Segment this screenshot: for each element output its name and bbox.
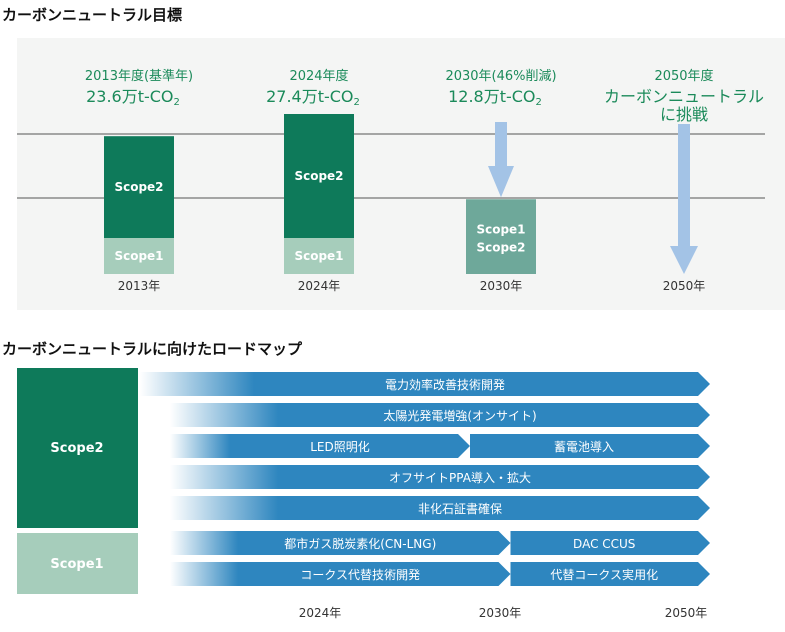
roadmap-bar-8 <box>170 562 511 586</box>
bar-label-scope1-0: Scope1 <box>114 249 163 263</box>
roadmap-x-tick-0: 2024年 <box>299 606 342 620</box>
emission-value-1: 27.4万t-CO2 <box>266 87 360 108</box>
reduction-arrow-2030 <box>488 122 514 198</box>
roadmap-bar-label-0: 電力効率改善技術開発 <box>385 377 505 392</box>
roadmap-section-title: カーボンニュートラルに向けたロードマップ <box>2 340 303 358</box>
roadmap-x-tick-2: 2050年 <box>665 606 708 620</box>
target-heading-line3-3: に挑戦 <box>660 105 708 124</box>
emission-value-0: 23.6万t-CO2 <box>86 87 180 108</box>
roadmap-bar-5 <box>170 496 710 520</box>
bar-combined-2 <box>466 199 536 274</box>
roadmap-bar-label-1: 太陽光発電増強(オンサイト) <box>383 408 536 423</box>
subscript-2: 2 <box>536 97 542 108</box>
roadmap-bar-label-9: 代替コークス実用化 <box>550 567 658 582</box>
roadmap-bar-2 <box>170 434 470 458</box>
year-heading-3: 2050年度 <box>654 68 713 84</box>
goal-section-title: カーボンニュートラル目標 <box>2 6 183 24</box>
goal-chart: 2013年度(基準年) 23.6万t-CO2 2013年 2024年度 27.4万t-C… <box>17 38 785 310</box>
roadmap-bar-1 <box>170 403 710 427</box>
roadmap-bar-label-2: LED照明化 <box>310 440 370 454</box>
roadmap-bar-label-8: コークス代替技術開発 <box>300 568 420 582</box>
roadmap-x-tick-1: 2030年 <box>479 606 522 620</box>
year-heading-1: 2024年度 <box>289 68 348 84</box>
roadmap-bar-0 <box>140 372 710 396</box>
year-heading-2: 2030年(46%削減) <box>445 68 556 84</box>
roadmap-bar-label-7: DAC CCUS <box>573 537 635 551</box>
roadmap-bar-6 <box>170 531 511 555</box>
subscript-0: 2 <box>174 97 180 108</box>
subscript-1: 2 <box>354 97 360 108</box>
x-tick-label-1: 2024年 <box>298 279 341 293</box>
bar-scope2-0 <box>104 136 174 238</box>
bar-scope2-1 <box>284 114 354 238</box>
roadmap-bar-9 <box>510 562 710 586</box>
roadmap-row-label-scope2: Scope2 <box>50 441 103 456</box>
x-tick-label-0: 2013年 <box>118 279 161 293</box>
roadmap-bar-label-5: 非化石証書確保 <box>418 501 502 516</box>
roadmap-bar-3 <box>470 434 710 458</box>
bar-label-combined-a: Scope1 <box>476 222 525 236</box>
roadmap-bar-7 <box>510 531 710 555</box>
roadmap-bar-label-3: 蓄電池導入 <box>554 440 614 454</box>
year-heading-0: 2013年度(基準年) <box>85 68 193 84</box>
roadmap-row-scope2 <box>17 368 138 528</box>
roadmap-bar-label-6: 都市ガス脱炭素化(CN-LNG) <box>284 536 436 551</box>
bar-scope1-1 <box>284 238 354 274</box>
emission-value-2: 12.8万t-CO2 <box>448 87 542 108</box>
x-tick-label-2: 2030年 <box>480 279 523 293</box>
bar-label-scope1-1: Scope1 <box>294 249 343 263</box>
x-tick-label-3: 2050年 <box>663 279 706 293</box>
bar-label-scope2-1: Scope2 <box>294 169 343 183</box>
roadmap-bar-label-4: オフサイトPPA導入・拡大 <box>389 471 531 485</box>
roadmap-row-label-scope1: Scope1 <box>50 557 103 572</box>
roadmap-row-scope1 <box>17 533 138 594</box>
bar-label-combined-b: Scope2 <box>476 240 525 254</box>
target-heading-3: カーボンニュートラル <box>604 87 764 106</box>
roadmap-bar-4 <box>170 465 710 489</box>
neutral-arrow-2050 <box>670 124 698 274</box>
bar-scope1-0 <box>104 238 174 274</box>
bar-label-scope2-0: Scope2 <box>114 180 163 194</box>
